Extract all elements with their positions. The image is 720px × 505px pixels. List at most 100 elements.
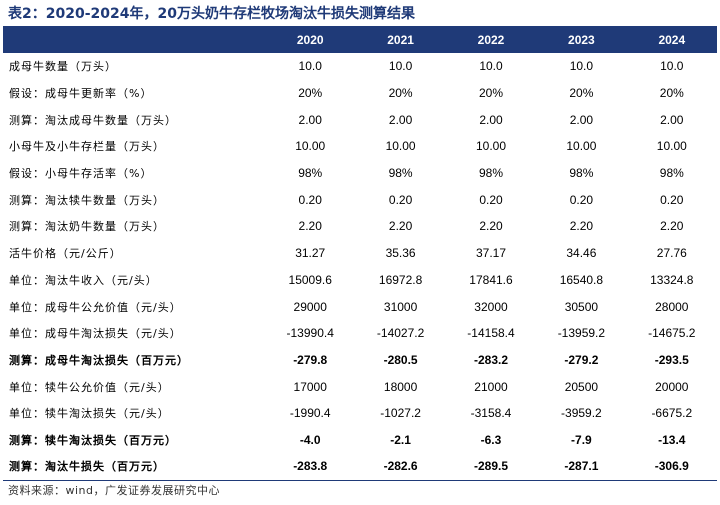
row-label: 测算：淘汰成母牛数量（万头） — [9, 113, 177, 127]
table-row: 假设：成母牛更新率（%） 20% 20% 20% 20% 20% — [3, 80, 717, 107]
value-cell: 2.20 — [479, 219, 503, 234]
value-cell: -283.2 — [473, 352, 508, 367]
value-cell: 20% — [298, 86, 323, 101]
table-body: 成母牛数量（万头） 10.0 10.0 10.0 10.0 10.0 假设：成母牛更新率（%… — [3, 53, 717, 480]
value-cell: 28000 — [655, 299, 689, 314]
data-table-container: 2020 2021 2022 2023 2024 成母牛数量（万头） 10.0 10… — [3, 26, 717, 481]
row-label: 单位：犊牛公允价值（元/头） — [9, 380, 170, 394]
header-cell-2024: 2024 — [658, 32, 686, 47]
value-cell: 20% — [478, 86, 503, 101]
value-cell: -3158.4 — [470, 406, 512, 421]
row-label: 测算：淘汰牛损失（百万元） — [9, 460, 165, 474]
value-cell: 34.46 — [566, 246, 597, 261]
row-label: 活牛价格（元/公斤） — [9, 247, 122, 261]
value-cell: 20% — [569, 86, 594, 101]
value-cell: -13959.2 — [557, 326, 606, 341]
table-row: 小母牛及小牛存栏量（万头） 10.00 10.00 10.00 10.00 10.00 — [3, 133, 717, 160]
value-cell: -280.5 — [383, 352, 418, 367]
value-cell: 0.20 — [388, 192, 413, 207]
value-cell: -13990.4 — [286, 326, 334, 341]
value-cell: 20% — [388, 86, 413, 101]
row-label: 成母牛数量（万头） — [9, 60, 117, 74]
value-cell: 31000 — [383, 299, 418, 314]
value-cell: -1027.2 — [380, 406, 421, 421]
value-cell: 0.20 — [660, 192, 684, 207]
value-cell: 10.0 — [479, 59, 503, 74]
value-cell: 10.0 — [660, 59, 684, 74]
value-cell: 20000 — [655, 379, 689, 394]
value-cell: 2.00 — [388, 112, 413, 127]
table-row: 单位：成母牛淘汰损失（元/头） -13990.4 -14027.2 -14158.4 -… — [3, 320, 717, 347]
value-cell: 18000 — [383, 379, 418, 394]
value-cell: 17841.6 — [469, 272, 513, 287]
value-cell: 2.20 — [388, 219, 413, 234]
value-cell: -7.9 — [571, 432, 592, 447]
value-cell: -287.1 — [564, 459, 599, 474]
value-cell: 98% — [478, 166, 503, 181]
value-cell: 10.0 — [388, 59, 413, 74]
row-label: 单位：犊牛淘汰损失（元/头） — [9, 407, 170, 421]
value-cell: 0.20 — [569, 192, 594, 207]
row-label: 单位：淘汰牛收入（元/头） — [9, 273, 158, 287]
value-cell: 31.27 — [295, 246, 326, 261]
value-cell: 10.0 — [298, 59, 322, 74]
table-row: 测算：淘汰奶牛数量（万头） 2.20 2.20 2.20 2.20 2.20 — [3, 213, 717, 240]
value-cell: 20% — [659, 86, 684, 101]
value-cell: 37.17 — [475, 246, 506, 261]
value-cell: -14158.4 — [467, 326, 515, 341]
value-cell: 0.20 — [298, 192, 322, 207]
value-cell: -1990.4 — [289, 406, 331, 421]
value-cell: 98% — [388, 166, 413, 181]
table-row: 单位：犊牛公允价值（元/头） 17000 18000 21000 20500 20000 — [3, 373, 717, 400]
header-cell-label — [3, 26, 265, 53]
value-cell: -306.9 — [654, 459, 689, 474]
header-cell-2021: 2021 — [387, 32, 414, 47]
value-cell: -2.1 — [390, 432, 411, 447]
data-table: 2020 2021 2022 2023 2024 成母牛数量（万头） 10.0 10… — [3, 26, 717, 481]
table-row: 活牛价格（元/公斤） 31.27 35.36 37.17 34.46 27.76 — [3, 240, 717, 267]
row-label: 假设：小母牛存活率（%） — [9, 167, 153, 181]
value-cell: 10.00 — [566, 139, 597, 154]
value-cell: -14027.2 — [376, 326, 425, 341]
value-cell: -3959.2 — [561, 406, 602, 421]
value-cell: 2.20 — [298, 219, 322, 234]
table-row: 测算：犊牛淘汰损失（百万元） -4.0 -2.1 -6.3 -7.9 -13.4 — [3, 427, 717, 454]
value-cell: -279.8 — [293, 352, 328, 367]
row-label: 单位：成母牛公允价值（元/头） — [9, 300, 182, 314]
value-cell: 21000 — [474, 379, 508, 394]
source-note: 资料来源：wind，广发证券发展研究中心 — [8, 484, 221, 497]
value-cell: 17000 — [293, 379, 327, 394]
table-row: 测算：淘汰牛损失（百万元） -283.8 -282.6 -289.5 -287.1 -30… — [3, 453, 717, 480]
value-cell: 20500 — [564, 379, 599, 394]
value-cell: 16540.8 — [559, 272, 604, 287]
header-cell-2020: 2020 — [296, 32, 324, 47]
value-cell: -6675.2 — [651, 406, 693, 421]
value-cell: 10.00 — [295, 139, 326, 154]
value-cell: 16972.8 — [378, 272, 423, 287]
value-cell: -4.0 — [299, 432, 321, 447]
value-cell: 2.20 — [569, 219, 594, 234]
table-row: 单位：犊牛淘汰损失（元/头） -1990.4 -1027.2 -3158.4 -3959… — [3, 400, 717, 427]
value-cell: 98% — [569, 166, 594, 181]
row-label: 测算：淘汰奶牛数量（万头） — [9, 220, 165, 234]
row-label: 测算：犊牛淘汰损失（百万元） — [9, 433, 177, 447]
value-cell: -279.2 — [564, 352, 599, 367]
value-cell: 10.00 — [475, 139, 506, 154]
value-cell: 98% — [659, 166, 684, 181]
value-cell: 2.00 — [298, 112, 322, 127]
row-label: 假设：成母牛更新率（%） — [9, 87, 153, 101]
value-cell: 0.20 — [479, 192, 503, 207]
value-cell: 30500 — [564, 299, 599, 314]
value-cell: 15009.6 — [288, 272, 332, 287]
table-title: 表2：2020-2024年，20万头奶牛存栏牧场淘汰牛损失测算结果 — [8, 6, 415, 22]
value-cell: 32000 — [474, 299, 508, 314]
value-cell: 35.36 — [385, 246, 416, 261]
value-cell: -283.8 — [293, 459, 328, 474]
value-cell: 2.00 — [660, 112, 684, 127]
header-cell-2022: 2022 — [477, 32, 505, 47]
value-cell: 13324.8 — [650, 272, 694, 287]
table-row: 单位：成母牛公允价值（元/头） 29000 31000 32000 30500 28000 — [3, 293, 717, 320]
value-cell: 27.76 — [656, 246, 687, 261]
value-cell: -289.5 — [473, 459, 508, 474]
table-row: 成母牛数量（万头） 10.0 10.0 10.0 10.0 10.0 — [3, 53, 717, 80]
